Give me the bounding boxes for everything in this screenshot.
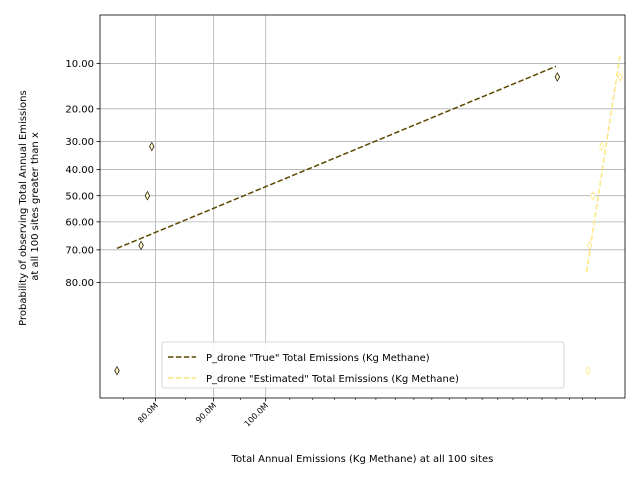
grid [100,15,625,398]
y-tick-label: 70.00 [65,245,94,256]
series-0-point-inner [555,73,560,81]
series-0-point-inner [145,191,150,200]
y-axis-label-line-2: at all 100 sites greater than x [30,132,41,281]
series-1-point [617,72,623,82]
series-0-fit-line [116,65,557,250]
y-axis-ticks: 10.00 20.00 30.00 40.00 50.00 60.00 70.00 80.00 [65,59,100,289]
y-tick-label: 40.00 [65,165,94,176]
y-tick-label: 80.00 [65,278,94,289]
y-tick-label: 20.00 [65,104,94,115]
series-0-point-inner [115,366,119,375]
legend: P_drone "True" Total Emissions (Kg Metha… [161,341,565,389]
data-points [114,72,623,376]
series-0-point-inner [150,142,154,151]
series-1-point [585,365,591,376]
series-1-point [590,190,596,201]
legend-entry-label: P_drone "True" Total Emissions (Kg Metha… [206,353,430,364]
x-axis-label: Total Annual Emissions (Kg Methane) at a… [231,454,494,465]
y-tick-label: 50.00 [65,191,94,202]
fit-lines [116,53,621,273]
y-axis-label: Probability of observing Total Annual Em… [18,87,41,326]
series-0-point [114,365,120,376]
legend-box [161,341,565,389]
y-tick-label: 10.00 [65,59,94,70]
series-1-point [586,240,593,251]
legend-entry-label: P_drone "Estimated" Total Emissions (Kg … [206,374,459,385]
series-1-point [599,141,605,152]
series-0-point [149,141,155,152]
series-1-fit-line [585,53,621,273]
plot-frame [99,14,626,399]
series-0-point [554,72,561,82]
y-axis-label-line-1: Probability of observing Total Annual Em… [18,90,29,326]
y-tick-label: 30.00 [65,137,94,148]
series-0-point [138,240,144,251]
y-tick-label: 60.00 [65,217,94,228]
series-0-point-inner [139,241,143,250]
series-0-point [144,190,151,201]
